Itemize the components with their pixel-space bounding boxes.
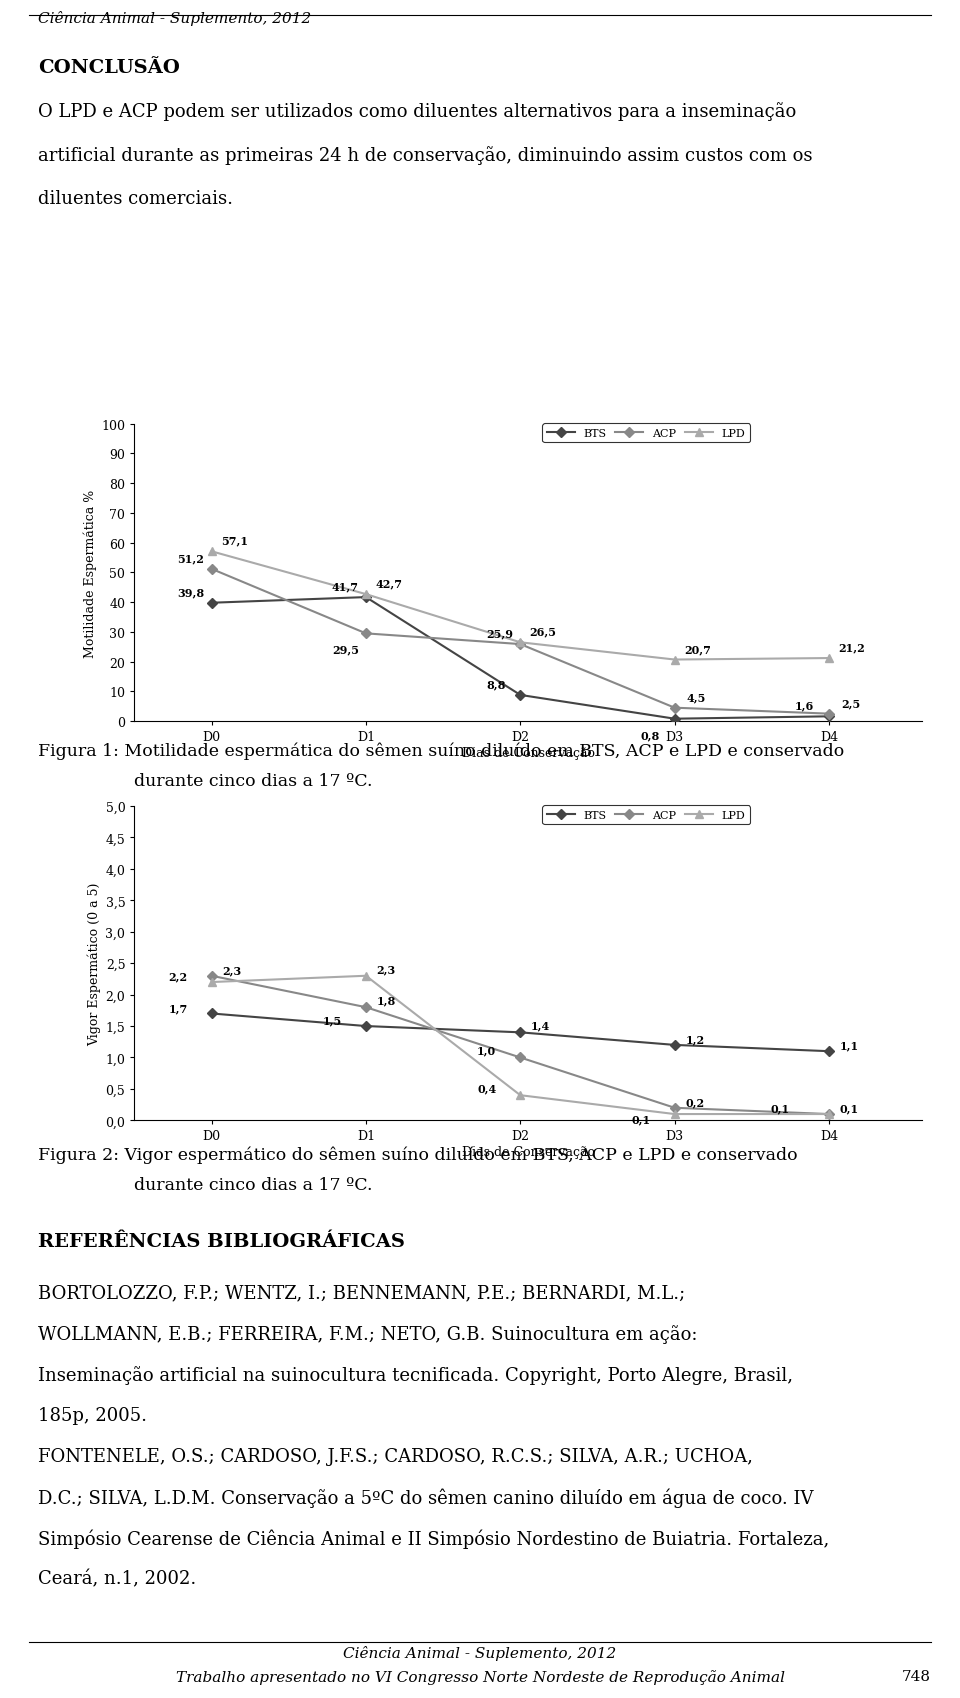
BTS [205, 1004, 217, 1024]
LPD [515, 633, 526, 654]
ACP [205, 559, 217, 579]
Text: durante cinco dias a 17 ºC.: durante cinco dias a 17 ºC. [134, 773, 372, 790]
Text: 25,9: 25,9 [487, 628, 514, 638]
Text: 0,4: 0,4 [477, 1083, 496, 1094]
Text: Figura 1: Motilidade espermática do sêmen suíno diluído em BTS, ACP e LPD e cons: Figura 1: Motilidade espermática do sême… [38, 742, 845, 759]
BTS [669, 1036, 681, 1056]
Text: Ciência Animal - Suplemento, 2012: Ciência Animal - Suplemento, 2012 [38, 10, 312, 25]
Text: 1,0: 1,0 [477, 1044, 496, 1056]
Line: ACP: ACP [208, 565, 832, 718]
ACP [669, 1099, 681, 1119]
BTS [515, 1022, 526, 1043]
BTS [669, 710, 681, 730]
LPD [205, 542, 217, 562]
BTS [824, 1041, 835, 1061]
Text: O LPD e ACP podem ser utilizados como diluentes alternativos para a inseminação: O LPD e ACP podem ser utilizados como di… [38, 102, 797, 121]
Text: 57,1: 57,1 [221, 535, 248, 547]
Text: 1,4: 1,4 [531, 1020, 550, 1031]
BTS [205, 593, 217, 613]
LPD [360, 584, 372, 604]
ACP [360, 623, 372, 644]
Text: 39,8: 39,8 [178, 588, 204, 598]
Text: Ciência Animal - Suplemento, 2012: Ciência Animal - Suplemento, 2012 [344, 1645, 616, 1661]
BTS [360, 1015, 372, 1036]
Text: 0,1: 0,1 [632, 1114, 651, 1126]
Text: 4,5: 4,5 [687, 691, 707, 703]
Text: 1,5: 1,5 [323, 1015, 342, 1026]
Text: diluentes comerciais.: diluentes comerciais. [38, 190, 233, 209]
Text: 1,6: 1,6 [795, 701, 814, 711]
Text: 1,1: 1,1 [840, 1041, 859, 1051]
Text: durante cinco dias a 17 ºC.: durante cinco dias a 17 ºC. [134, 1177, 372, 1194]
LPD [669, 1104, 681, 1124]
Text: 748: 748 [902, 1669, 931, 1683]
Text: 2,5: 2,5 [841, 698, 860, 708]
Text: 42,7: 42,7 [375, 579, 402, 589]
Text: 1,2: 1,2 [685, 1034, 705, 1044]
Legend: BTS, ACP, LPD: BTS, ACP, LPD [542, 424, 750, 443]
Text: FONTENELE, O.S.; CARDOSO, J.F.S.; CARDOSO, R.C.S.; SILVA, A.R.; UCHOA,: FONTENELE, O.S.; CARDOSO, J.F.S.; CARDOS… [38, 1447, 754, 1465]
Text: 2,3: 2,3 [223, 964, 242, 976]
Text: Figura 2: Vigor espermático do sêmen suíno diluído em BTS, ACP e LPD e conservad: Figura 2: Vigor espermático do sêmen suí… [38, 1146, 798, 1163]
BTS [360, 588, 372, 608]
Text: artificial durante as primeiras 24 h de conservação, diminuindo assim custos com: artificial durante as primeiras 24 h de … [38, 146, 813, 165]
Text: Inseminação artificial na suinocultura tecnificada. Copyright, Porto Alegre, Bra: Inseminação artificial na suinocultura t… [38, 1365, 793, 1384]
ACP [669, 698, 681, 718]
LPD [669, 650, 681, 671]
Line: BTS: BTS [208, 1010, 832, 1054]
Text: WOLLMANN, E.B.; FERREIRA, F.M.; NETO, G.B. Suinocultura em ação:: WOLLMANN, E.B.; FERREIRA, F.M.; NETO, G.… [38, 1324, 698, 1343]
ACP [824, 705, 835, 725]
Text: 0,8: 0,8 [640, 730, 660, 740]
BTS [515, 686, 526, 706]
Line: LPD: LPD [207, 971, 833, 1119]
Text: 2,2: 2,2 [168, 971, 187, 981]
Text: Trabalho apresentado no VI Congresso Norte Nordeste de Reprodução Animal: Trabalho apresentado no VI Congresso Nor… [176, 1669, 784, 1684]
Text: 20,7: 20,7 [684, 644, 710, 655]
Text: D.C.; SILVA, L.D.M. Conservação a 5ºC do sêmen canino diluído em água de coco. I: D.C.; SILVA, L.D.M. Conservação a 5ºC do… [38, 1487, 814, 1506]
Text: CONCLUSÃO: CONCLUSÃO [38, 59, 180, 78]
Line: LPD: LPD [207, 548, 833, 664]
X-axis label: Dias de Conservação: Dias de Conservação [462, 1146, 594, 1158]
Text: BORTOLOZZO, F.P.; WENTZ, I.; BENNEMANN, P.E.; BERNARDI, M.L.;: BORTOLOZZO, F.P.; WENTZ, I.; BENNEMANN, … [38, 1284, 685, 1302]
Text: Simpósio Cearense de Ciência Animal e II Simpósio Nordestino de Buiatria. Fortal: Simpósio Cearense de Ciência Animal e II… [38, 1528, 829, 1547]
ACP [205, 966, 217, 987]
ACP [515, 635, 526, 655]
Text: 51,2: 51,2 [178, 554, 204, 564]
Line: ACP: ACP [208, 973, 832, 1117]
Text: 1,8: 1,8 [376, 995, 396, 1005]
Text: 0,2: 0,2 [685, 1097, 705, 1107]
LPD [205, 973, 217, 993]
Line: BTS: BTS [208, 594, 832, 723]
Text: 185p, 2005.: 185p, 2005. [38, 1406, 148, 1425]
Text: 29,5: 29,5 [332, 644, 359, 655]
Text: 2,3: 2,3 [376, 963, 396, 975]
Y-axis label: Vigor Espermático (0 a 5): Vigor Espermático (0 a 5) [87, 881, 102, 1046]
Y-axis label: Motilidade Espermática %: Motilidade Espermática % [84, 489, 97, 657]
LPD [515, 1085, 526, 1105]
LPD [360, 966, 372, 987]
Text: 0,1: 0,1 [770, 1104, 789, 1114]
Legend: BTS, ACP, LPD: BTS, ACP, LPD [542, 807, 750, 825]
Text: 0,1: 0,1 [840, 1104, 859, 1114]
ACP [824, 1104, 835, 1124]
Text: Ceará, n.1, 2002.: Ceará, n.1, 2002. [38, 1569, 197, 1588]
Text: 8,8: 8,8 [487, 679, 506, 689]
BTS [824, 706, 835, 727]
ACP [360, 997, 372, 1017]
Text: 21,2: 21,2 [838, 642, 865, 654]
Text: REFERÊNCIAS BIBLIOGRÁFICAS: REFERÊNCIAS BIBLIOGRÁFICAS [38, 1233, 405, 1251]
ACP [515, 1048, 526, 1068]
LPD [824, 1104, 835, 1124]
Text: 1,7: 1,7 [168, 1002, 187, 1014]
Text: 41,7: 41,7 [332, 581, 359, 593]
Text: 26,5: 26,5 [530, 627, 557, 637]
X-axis label: Dias de Conservação: Dias de Conservação [462, 747, 594, 759]
LPD [824, 649, 835, 669]
